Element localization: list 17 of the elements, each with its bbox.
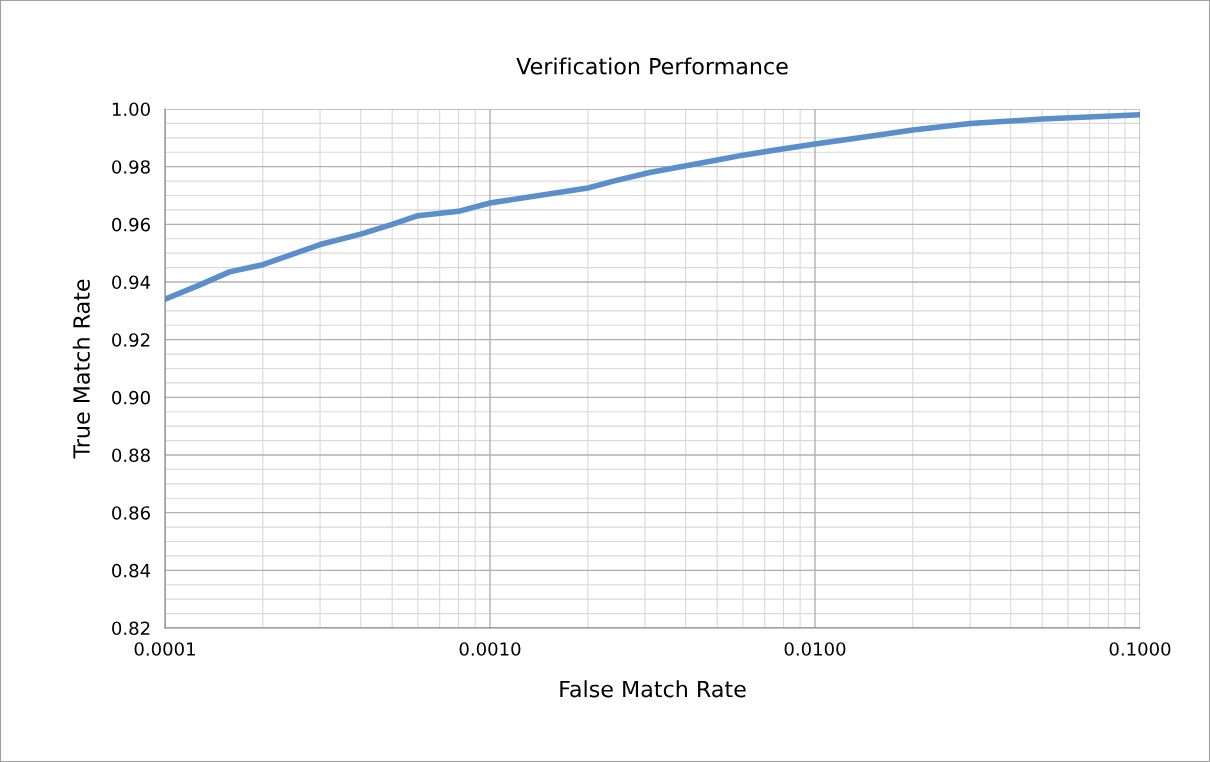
y-tick-label: 0.92 [112,333,150,347]
y-tick-label: 0.88 [112,448,150,463]
y-tick-label: 0.84 [112,563,151,578]
y-tick-label: 0.94 [112,275,151,290]
x-tick-label: 0.0001 [134,642,195,656]
y-tick-label: 0.98 [112,160,150,174]
x-axis-title: False Match Rate [560,680,746,698]
y-tick-label: 0.90 [112,390,150,405]
y-tick-label: 1.00 [112,102,150,117]
y-axis-title: True Match Rate [72,279,90,459]
chart-title: Verification Performance [516,57,788,75]
x-tick-label: 0.0010 [459,642,521,656]
y-tick-label: 0.86 [112,506,150,520]
y-tick-label: 0.96 [112,217,150,232]
x-tick-label: 0.1000 [1109,642,1171,656]
x-tick-label: 0.0100 [784,642,846,656]
y-tick-label: 0.82 [112,621,150,636]
